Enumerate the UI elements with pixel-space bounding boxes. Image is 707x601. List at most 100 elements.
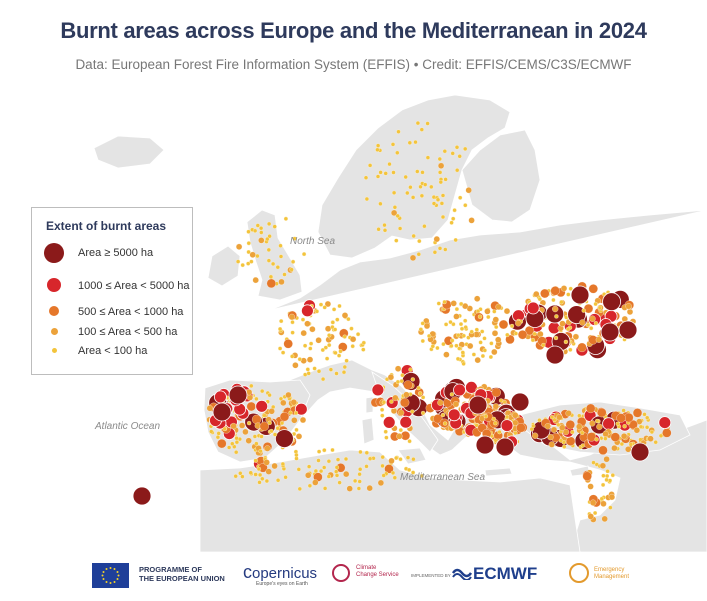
fire-point — [586, 403, 596, 414]
fire-point — [451, 322, 456, 327]
fire-point — [455, 356, 461, 362]
fire-point — [252, 228, 258, 233]
fire-point — [222, 426, 227, 432]
fire-point — [277, 346, 283, 351]
fire-point — [433, 235, 440, 243]
fire-point — [420, 395, 426, 400]
fire-point — [530, 337, 536, 343]
fire-point — [295, 433, 303, 440]
fire-point — [394, 238, 399, 243]
fire-point — [334, 465, 340, 470]
fire-point — [342, 364, 347, 370]
fire-point — [268, 408, 275, 415]
land-ireland — [207, 245, 241, 287]
fire-point — [453, 313, 460, 320]
legend-dot-500 — [49, 306, 59, 316]
fire-point — [279, 420, 285, 426]
fire-point — [337, 303, 342, 309]
fire-point — [322, 305, 327, 310]
fire-point — [285, 391, 292, 399]
fire-point — [346, 316, 351, 322]
fire-point — [474, 295, 481, 302]
fire-point — [262, 413, 267, 418]
fire-point — [544, 423, 551, 430]
fire-point — [658, 416, 672, 430]
fire-point — [550, 286, 560, 296]
fire-point — [433, 414, 443, 424]
fire-point — [572, 333, 580, 340]
fire-point — [378, 170, 383, 175]
footer-logos: PROGRAMME OF THE EUROPEAN UNION copernic… — [0, 552, 707, 598]
fire-point — [387, 374, 395, 381]
fire-point — [326, 474, 331, 479]
fire-point — [435, 197, 441, 202]
fire-point — [602, 430, 609, 438]
fire-point — [322, 486, 328, 491]
fire-point — [458, 195, 463, 200]
fire-point — [556, 422, 561, 427]
fire-point — [382, 228, 388, 233]
fire-point — [454, 145, 460, 150]
fire-point — [597, 305, 603, 310]
fire-point — [478, 340, 483, 345]
fire-point — [443, 351, 450, 358]
fire-point — [545, 304, 565, 324]
fire-point — [415, 169, 420, 174]
fire-point — [371, 383, 385, 397]
fire-point — [245, 437, 252, 444]
fire-point — [252, 276, 259, 284]
fire-point — [558, 438, 564, 443]
fire-point — [581, 308, 586, 313]
fire-point — [533, 290, 540, 298]
legend-label-1000: 1000 ≤ Area < 5000 ha — [78, 280, 190, 292]
fire-point — [324, 356, 330, 361]
fire-point — [471, 352, 477, 357]
fire-point — [468, 217, 475, 224]
fire-point — [249, 383, 254, 389]
fire-point — [290, 320, 295, 325]
fire-point — [316, 449, 322, 454]
fire-point — [455, 168, 460, 173]
fire-point — [626, 308, 634, 316]
fire-point — [611, 444, 618, 452]
fire-point — [551, 297, 556, 303]
fire-point — [474, 356, 481, 364]
fire-point — [515, 320, 522, 327]
legend-label-100: 100 ≤ Area < 500 ha — [78, 326, 178, 338]
fire-point — [260, 476, 265, 481]
fire-point — [395, 379, 401, 385]
fire-point — [456, 333, 461, 338]
fire-point — [439, 201, 445, 206]
fire-point — [328, 367, 334, 372]
fire-point — [232, 444, 237, 449]
fire-point — [266, 258, 272, 263]
fire-point — [441, 341, 446, 347]
fire-point — [246, 394, 254, 401]
fire-point — [322, 448, 327, 453]
fire-point-large — [475, 435, 495, 455]
fire-point — [320, 376, 326, 382]
fire-point — [396, 433, 403, 440]
fire-point — [316, 369, 322, 374]
fire-point — [452, 208, 457, 213]
fire-point — [619, 441, 625, 447]
fire-point — [265, 236, 270, 242]
fire-point — [593, 321, 599, 326]
fire-point — [215, 435, 221, 440]
fire-point — [649, 429, 655, 435]
fire-point — [604, 473, 610, 479]
fire-point — [417, 238, 422, 244]
fire-point — [283, 475, 288, 480]
fire-point — [364, 450, 369, 455]
fire-point — [526, 301, 540, 315]
fire-point — [599, 462, 607, 469]
fire-point — [367, 456, 373, 461]
fire-point — [503, 307, 511, 315]
fire-point — [377, 479, 385, 487]
fire-point — [625, 303, 632, 310]
fire-point — [263, 459, 270, 466]
fire-point — [603, 456, 610, 463]
fire-point — [394, 365, 402, 372]
fire-point — [570, 429, 575, 435]
fire-point — [587, 513, 594, 520]
